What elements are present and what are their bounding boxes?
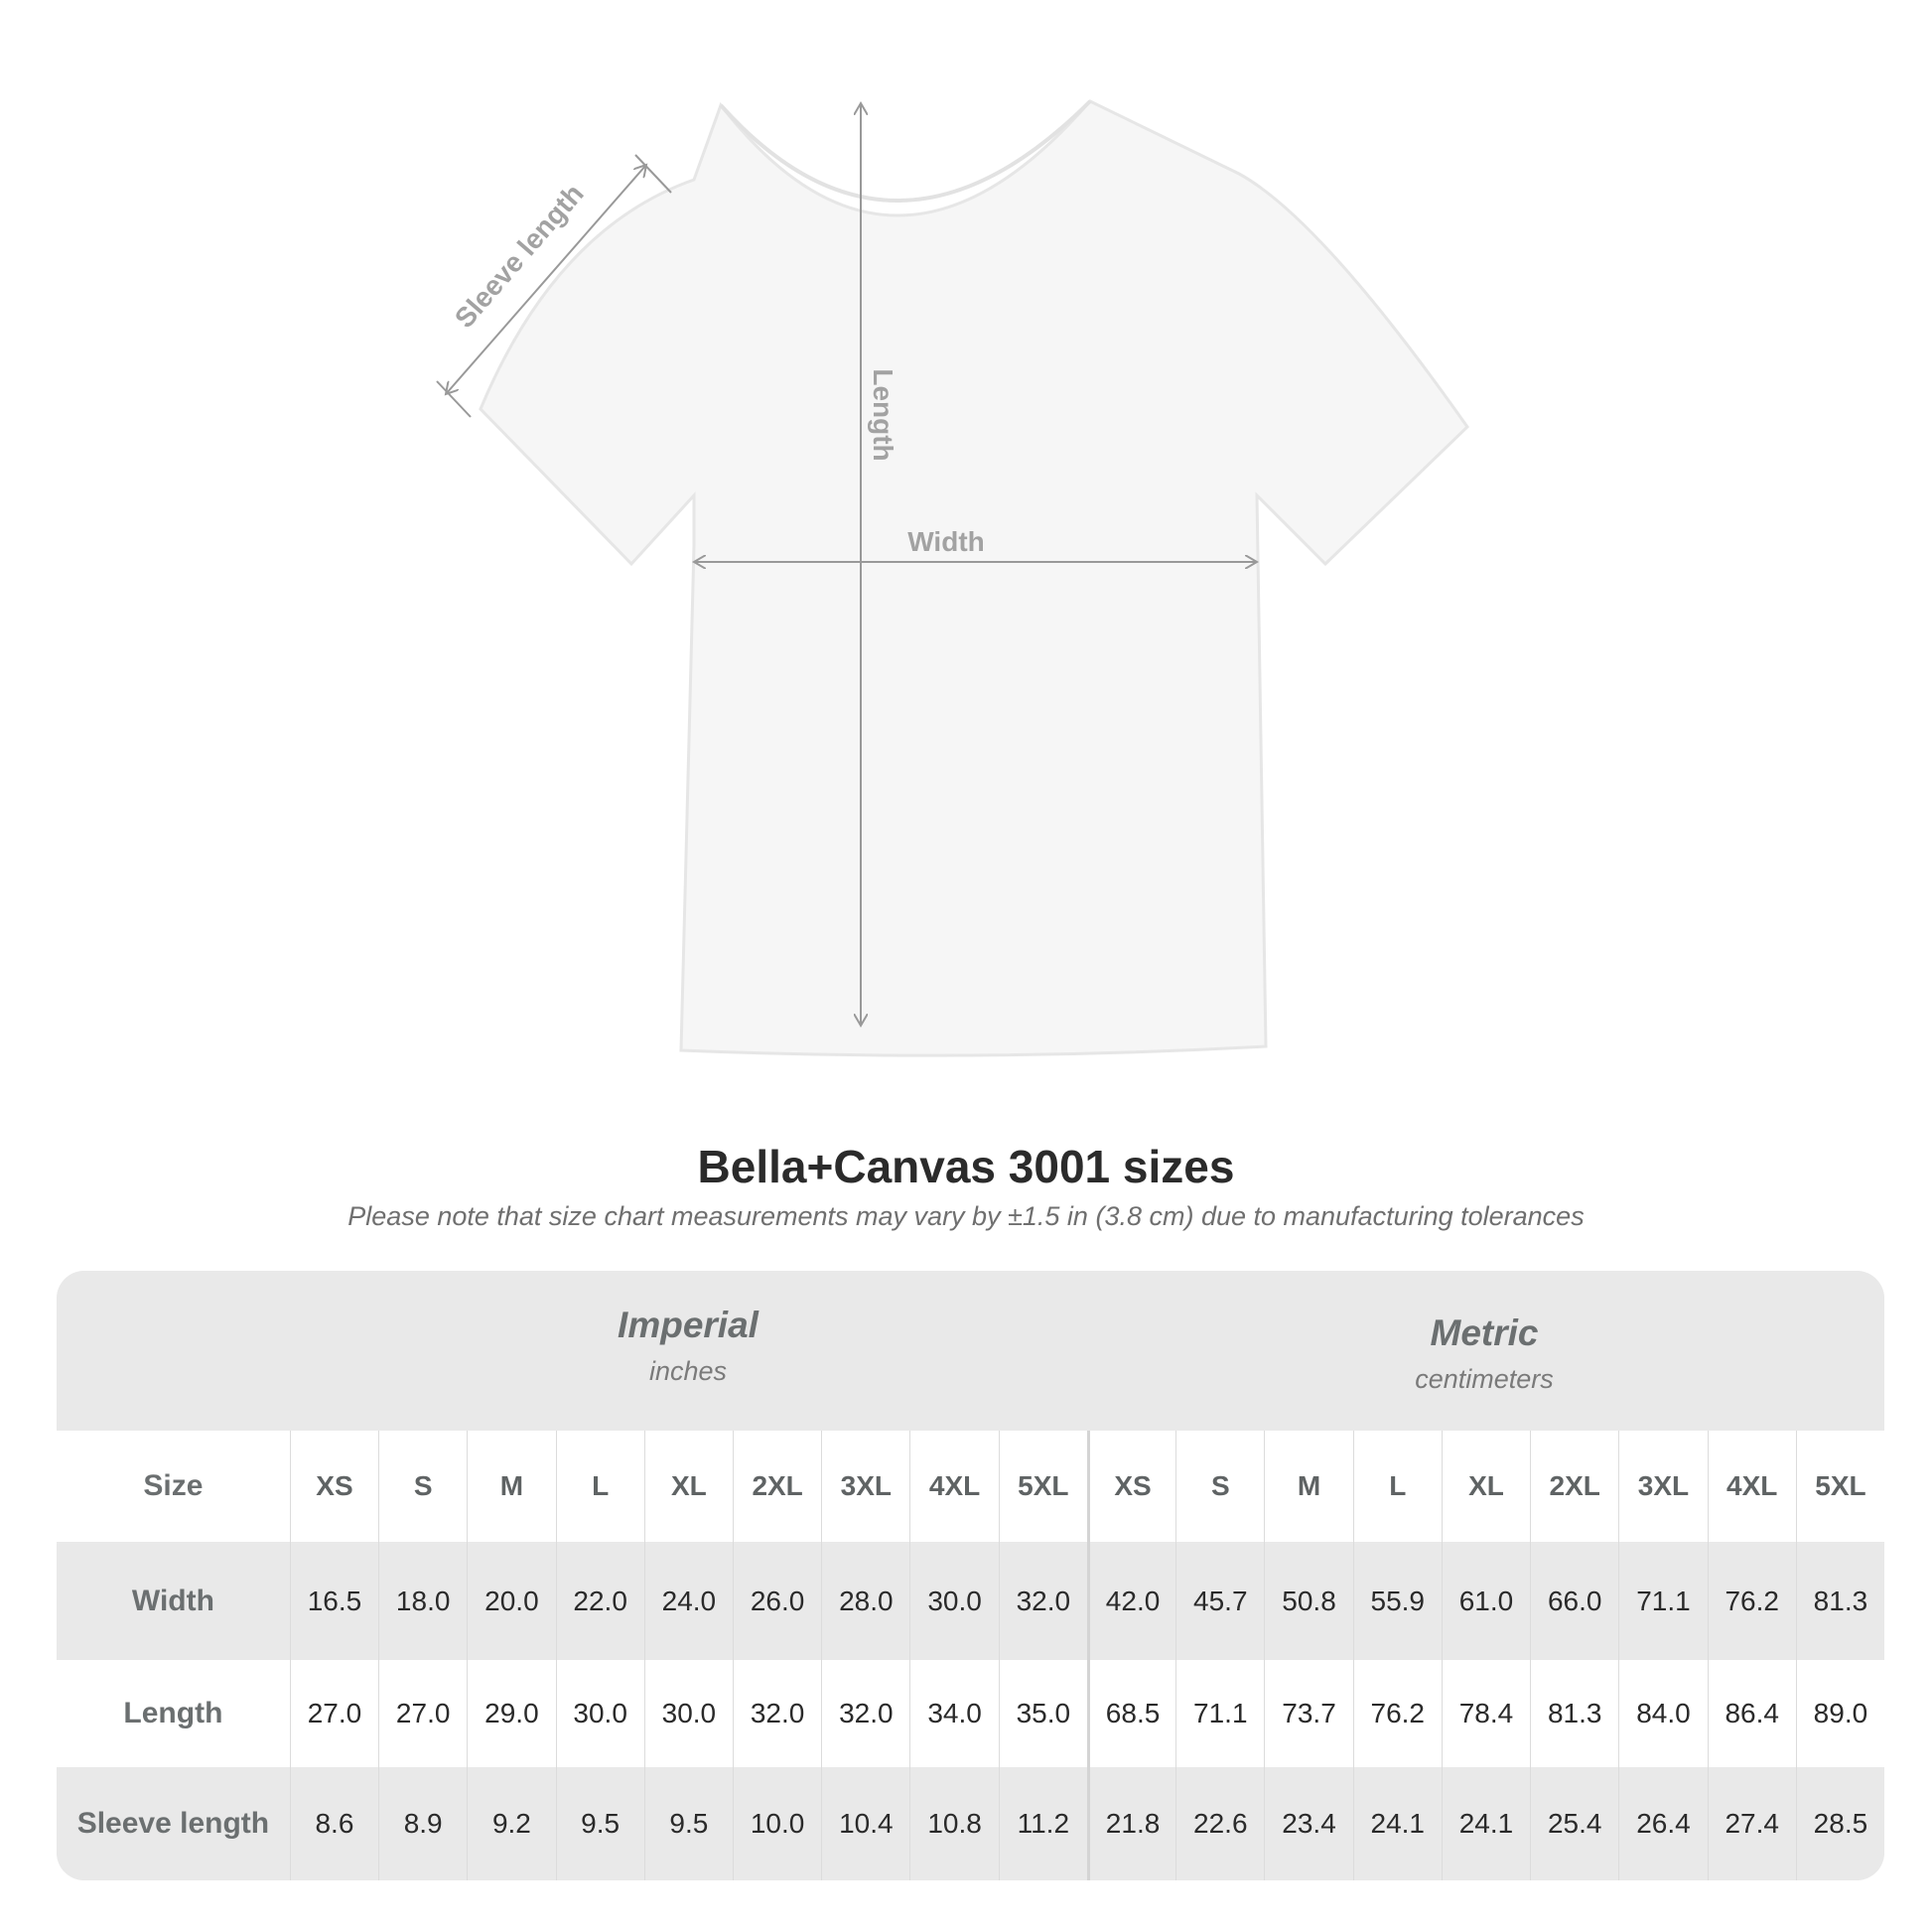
size-header-imperial: M (467, 1431, 555, 1542)
value-cell-metric: 66.0 (1530, 1542, 1618, 1660)
value-cell-imperial: 11.2 (998, 1767, 1087, 1880)
value-cell-imperial: 9.2 (467, 1767, 555, 1880)
value-cell-metric: 68.5 (1086, 1660, 1175, 1767)
value-cell-metric: 50.8 (1264, 1542, 1352, 1660)
width-label: Width (907, 526, 985, 557)
value-cell-metric: 61.0 (1441, 1542, 1530, 1660)
size-header-imperial: 5XL (998, 1431, 1087, 1542)
row-label: Width (131, 1584, 214, 1617)
value-cell-metric: 71.1 (1618, 1542, 1707, 1660)
value-cell-metric: 26.4 (1618, 1767, 1707, 1880)
value-cell-metric: 55.9 (1352, 1542, 1442, 1660)
value-cell-imperial: 30.0 (555, 1660, 644, 1767)
value-cell-metric: 71.1 (1175, 1660, 1264, 1767)
value-cell-metric: 73.7 (1264, 1660, 1352, 1767)
value-cell-imperial: 32.0 (733, 1660, 821, 1767)
value-cell-metric: 24.1 (1441, 1767, 1530, 1880)
value-cell-imperial: 9.5 (555, 1767, 644, 1880)
value-cell-imperial: 10.4 (821, 1767, 909, 1880)
value-cell-metric: 76.2 (1352, 1660, 1442, 1767)
value-cell-metric: 89.0 (1795, 1660, 1884, 1767)
value-cell-imperial: 9.5 (643, 1767, 733, 1880)
size-header-imperial: XL (643, 1431, 733, 1542)
value-cell-metric: 22.6 (1175, 1767, 1264, 1880)
table-row: Length 27.0 27.0 29.0 30.0 30.0 32.0 32.0 34.0 35… (57, 1660, 1884, 1767)
value-cell-metric: 86.4 (1707, 1660, 1796, 1767)
value-cell-metric: 42.0 (1086, 1542, 1175, 1660)
value-cell-imperial: 8.6 (289, 1767, 378, 1880)
row-label: Length (123, 1697, 223, 1729)
value-cell-imperial: 18.0 (378, 1542, 467, 1660)
value-cell-metric: 24.1 (1352, 1767, 1442, 1880)
page-title: Bella+Canvas 3001 sizes (697, 1141, 1235, 1192)
value-cell-imperial: 26.0 (733, 1542, 821, 1660)
size-header-metric: M (1264, 1431, 1352, 1542)
value-cell-imperial: 10.0 (733, 1767, 821, 1880)
table-row: Width 16.5 18.0 20.0 22.0 24.0 26.0 28.0 30.0 32.… (57, 1542, 1884, 1660)
value-cell-imperial: 20.0 (467, 1542, 555, 1660)
value-cell-metric: 28.5 (1795, 1767, 1884, 1880)
value-cell-metric: 21.8 (1086, 1767, 1175, 1880)
value-cell-imperial: 24.0 (643, 1542, 733, 1660)
value-cell-metric: 81.3 (1530, 1660, 1618, 1767)
value-cell-imperial: 27.0 (378, 1660, 467, 1767)
value-cell-metric: 84.0 (1618, 1660, 1707, 1767)
size-header-metric: 4XL (1707, 1431, 1796, 1542)
value-cell-imperial: 22.0 (555, 1542, 644, 1660)
metric-header: Metric centimeters (1415, 1312, 1554, 1394)
size-header-imperial: S (378, 1431, 467, 1542)
value-cell-imperial: 30.0 (909, 1542, 998, 1660)
value-cell-imperial: 34.0 (909, 1660, 998, 1767)
value-cell-metric: 27.4 (1707, 1767, 1796, 1880)
value-cell-imperial: 29.0 (467, 1660, 555, 1767)
size-header-imperial: 3XL (821, 1431, 909, 1542)
size-header-metric: XL (1441, 1431, 1530, 1542)
size-header-metric: 2XL (1530, 1431, 1618, 1542)
sleeve-measure-line (446, 165, 646, 394)
value-cell-metric: 81.3 (1795, 1542, 1884, 1660)
size-header-metric: L (1352, 1431, 1442, 1542)
value-cell-metric: 76.2 (1707, 1542, 1796, 1660)
size-header-imperial: XS (289, 1431, 378, 1542)
value-cell-imperial: 32.0 (998, 1542, 1087, 1660)
value-cell-imperial: 27.0 (289, 1660, 378, 1767)
value-cell-metric: 45.7 (1175, 1542, 1264, 1660)
value-cell-imperial: 32.0 (821, 1660, 909, 1767)
size-label: Size (143, 1469, 204, 1502)
size-header-imperial: 2XL (733, 1431, 821, 1542)
tshirt-neckline (719, 99, 1092, 203)
value-cell-imperial: 35.0 (998, 1660, 1087, 1767)
row-label: Sleeve length (76, 1807, 270, 1840)
tshirt-shape (479, 99, 1469, 1057)
size-header-imperial: L (555, 1431, 644, 1542)
size-header-metric: XS (1086, 1431, 1175, 1542)
size-table: Imperial inches Metric centimeters Size X… (57, 1271, 1884, 1880)
size-header-imperial: 4XL (909, 1431, 998, 1542)
value-cell-metric: 78.4 (1441, 1660, 1530, 1767)
value-cell-imperial: 28.0 (821, 1542, 909, 1660)
imperial-header: Imperial inches (618, 1305, 759, 1386)
value-cell-imperial: 30.0 (643, 1660, 733, 1767)
size-header-metric: 3XL (1618, 1431, 1707, 1542)
size-header-row: Size XS S M L XL 2XL 3XL 4XL 5XL XS S M L XL 2XL 3XL 4XL 5… (57, 1431, 1884, 1542)
size-header-metric: 5XL (1795, 1431, 1884, 1542)
units-header: Imperial inches Metric centimeters (57, 1271, 1884, 1431)
table-row: Sleeve length 8.6 8.9 9.2 9.5 9.5 10.0 10.4 10.8… (57, 1767, 1884, 1880)
tshirt-diagram: Sleeve length Length Width (436, 99, 1469, 1057)
value-cell-imperial: 16.5 (289, 1542, 378, 1660)
value-cell-metric: 23.4 (1264, 1767, 1352, 1880)
value-cell-imperial: 8.9 (378, 1767, 467, 1880)
tolerance-note: Please note that size chart measurements… (347, 1201, 1585, 1231)
value-cell-metric: 25.4 (1530, 1767, 1618, 1880)
length-label: Length (868, 368, 898, 461)
size-header-metric: S (1175, 1431, 1264, 1542)
value-cell-imperial: 10.8 (909, 1767, 998, 1880)
